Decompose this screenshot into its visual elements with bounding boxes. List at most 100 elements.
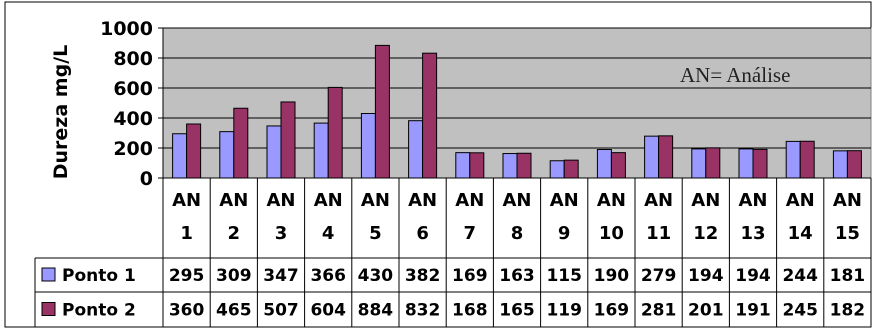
- data-label: 347: [263, 266, 299, 286]
- bars: [172, 44, 862, 179]
- data-label: 194: [735, 266, 771, 286]
- bar-ponto-2: [799, 140, 815, 179]
- bar-ponto-1: [360, 113, 376, 179]
- data-label: 169: [452, 266, 488, 286]
- data-label: 169: [594, 301, 630, 321]
- y-tick-label: 800: [113, 48, 153, 70]
- bar-ponto-2: [752, 148, 768, 179]
- category-label: 7: [464, 223, 477, 244]
- series-label: Ponto 1: [62, 266, 136, 286]
- data-label: 604: [310, 301, 346, 321]
- bar-ponto-2: [610, 152, 626, 179]
- category-label: 15: [835, 223, 860, 244]
- data-table: AN 1 AN 2 AN 3 AN 4 AN 5 AN 6 AN 7 AN 8 AN 9 AN 10 AN 11 AN 12 A…: [34, 178, 872, 327]
- y-tick-label: 0: [140, 168, 153, 190]
- data-label: 244: [782, 266, 818, 286]
- bar-ponto-1: [455, 152, 471, 179]
- category-label: 3: [275, 223, 288, 244]
- category-label: 2: [228, 223, 241, 244]
- category-label: AN: [172, 190, 201, 211]
- category-label: AN: [597, 190, 626, 211]
- category-label: 11: [646, 223, 671, 244]
- bar-ponto-2: [327, 86, 343, 179]
- bar-ponto-1: [691, 148, 707, 179]
- y-axis-label: Dureza mg/L: [50, 45, 72, 180]
- category-label: 13: [740, 223, 765, 244]
- category-label: AN: [786, 190, 815, 211]
- data-label: 163: [499, 266, 535, 286]
- data-label: 181: [830, 266, 866, 286]
- bar-ponto-2: [280, 101, 296, 179]
- data-label: 382: [405, 266, 441, 286]
- bar-ponto-2: [846, 150, 862, 179]
- bar-ponto-1: [266, 125, 282, 179]
- bar-ponto-1: [172, 133, 188, 179]
- bar-ponto-2: [186, 123, 202, 179]
- data-label: 245: [782, 301, 818, 321]
- legend-swatch: [41, 267, 56, 282]
- category-label: AN: [361, 190, 390, 211]
- data-label: 281: [641, 301, 677, 321]
- category-label: AN: [503, 190, 532, 211]
- data-label: 279: [641, 266, 677, 286]
- category-label: AN: [644, 190, 673, 211]
- data-label: 168: [452, 301, 488, 321]
- category-label: 12: [693, 223, 718, 244]
- data-label: 507: [263, 301, 299, 321]
- category-label: AN: [691, 190, 720, 211]
- data-label: 182: [830, 301, 866, 321]
- data-label: 201: [688, 301, 724, 321]
- bar-ponto-1: [644, 135, 660, 179]
- bar-ponto-1: [313, 122, 329, 179]
- category-label: 14: [788, 223, 813, 244]
- data-label: 191: [735, 301, 771, 321]
- y-tick-label: 200: [113, 138, 153, 160]
- data-label: 295: [169, 266, 205, 286]
- category-label: AN: [455, 190, 484, 211]
- data-label: 115: [546, 266, 582, 286]
- category-label: 10: [599, 223, 624, 244]
- data-label: 832: [405, 301, 441, 321]
- data-label: 119: [546, 301, 582, 321]
- bar-ponto-2: [469, 152, 485, 179]
- bar-ponto-1: [596, 149, 612, 179]
- bar-ponto-2: [563, 159, 579, 179]
- data-label: 465: [216, 301, 252, 321]
- bar-ponto-2: [233, 107, 249, 179]
- category-label: 4: [322, 223, 335, 244]
- bar-ponto-1: [832, 150, 848, 179]
- category-label: AN: [833, 190, 862, 211]
- annotation: AN= Análise: [680, 63, 790, 87]
- data-label: 360: [169, 301, 205, 321]
- bar-ponto-1: [408, 120, 424, 179]
- legend-swatch: [41, 302, 56, 316]
- category-label: AN: [550, 190, 579, 211]
- bar-ponto-2: [705, 147, 721, 179]
- bar-ponto-2: [374, 44, 390, 179]
- data-label: 366: [310, 266, 346, 286]
- category-label: AN: [408, 190, 437, 211]
- bar-ponto-2: [658, 135, 674, 179]
- category-label: 1: [180, 223, 193, 244]
- category-label: AN: [314, 190, 343, 211]
- category-label: AN: [739, 190, 768, 211]
- category-label: AN: [219, 190, 248, 211]
- category-label: 8: [511, 223, 524, 244]
- data-label: 309: [216, 266, 252, 286]
- category-label: 6: [416, 223, 429, 244]
- data-label: 884: [358, 301, 394, 321]
- category-label: 5: [369, 223, 382, 244]
- bar-ponto-1: [549, 160, 565, 179]
- bar-ponto-1: [502, 153, 518, 179]
- category-label: 9: [558, 223, 571, 244]
- data-label: 165: [499, 301, 535, 321]
- y-tick-label: 400: [113, 108, 153, 130]
- data-label: 194: [688, 266, 724, 286]
- y-axis: 0 200 400 600 800 1000: [100, 18, 871, 190]
- y-tick-label: 600: [113, 78, 153, 100]
- data-label: 430: [358, 266, 394, 286]
- series-label: Ponto 2: [62, 301, 136, 321]
- y-tick-label: 1000: [100, 18, 153, 40]
- bar-ponto-1: [219, 131, 235, 179]
